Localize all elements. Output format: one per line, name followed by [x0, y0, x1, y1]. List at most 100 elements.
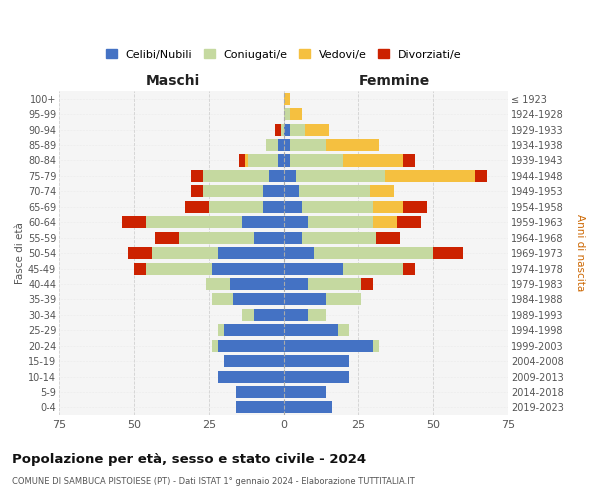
Text: COMUNE DI SAMBUCA PISTOIESE (PT) - Dati ISTAT 1° gennaio 2024 - Elaborazione TUT: COMUNE DI SAMBUCA PISTOIESE (PT) - Dati …	[12, 478, 415, 486]
Bar	[403, 201, 427, 213]
Bar	[242, 216, 284, 228]
Bar	[284, 124, 290, 136]
Bar	[242, 309, 254, 321]
Bar	[326, 294, 361, 306]
Bar	[230, 278, 284, 290]
Bar	[254, 309, 284, 321]
Bar	[218, 247, 284, 259]
Bar	[284, 355, 349, 367]
Bar	[290, 108, 302, 120]
Bar	[376, 232, 400, 243]
Bar	[263, 201, 284, 213]
Bar	[373, 216, 397, 228]
Bar	[284, 262, 343, 274]
Bar	[185, 201, 209, 213]
Bar	[218, 370, 284, 382]
Bar	[284, 309, 308, 321]
Bar	[284, 278, 308, 290]
Bar	[236, 402, 284, 413]
Bar	[134, 262, 146, 274]
Legend: Celibi/Nubili, Coniugati/e, Vedovi/e, Divorziati/e: Celibi/Nubili, Coniugati/e, Vedovi/e, Di…	[101, 44, 466, 64]
Bar	[308, 216, 373, 228]
Text: Maschi: Maschi	[146, 74, 200, 88]
Bar	[302, 232, 376, 243]
Bar	[245, 154, 248, 166]
Bar	[212, 294, 233, 306]
Bar	[236, 386, 284, 398]
Bar	[191, 170, 203, 182]
Bar	[284, 294, 326, 306]
Bar	[212, 340, 218, 351]
Bar	[373, 340, 379, 351]
Bar	[146, 262, 212, 274]
Bar	[475, 170, 487, 182]
Bar	[308, 309, 326, 321]
Bar	[284, 232, 302, 243]
Bar	[296, 170, 385, 182]
Bar	[314, 247, 433, 259]
Bar	[278, 154, 284, 166]
Bar	[337, 324, 349, 336]
Bar	[284, 139, 290, 151]
Bar	[122, 216, 146, 228]
Bar	[343, 262, 403, 274]
Bar	[403, 154, 415, 166]
Bar	[218, 324, 224, 336]
Bar	[305, 124, 329, 136]
Bar	[218, 340, 284, 351]
Bar	[266, 139, 278, 151]
Bar	[284, 201, 302, 213]
Bar	[302, 201, 373, 213]
Bar	[290, 139, 326, 151]
Bar	[146, 216, 242, 228]
Text: Femmine: Femmine	[359, 74, 430, 88]
Bar	[155, 232, 179, 243]
Bar	[206, 278, 230, 290]
Bar	[281, 124, 284, 136]
Bar	[284, 216, 308, 228]
Bar	[284, 402, 332, 413]
Text: Popolazione per età, sesso e stato civile - 2024: Popolazione per età, sesso e stato civil…	[12, 452, 366, 466]
Y-axis label: Fasce di età: Fasce di età	[15, 222, 25, 284]
Bar	[233, 294, 284, 306]
Bar	[248, 154, 278, 166]
Bar	[209, 201, 263, 213]
Bar	[343, 154, 403, 166]
Bar	[284, 247, 314, 259]
Bar	[212, 262, 284, 274]
Bar	[373, 201, 403, 213]
Bar	[254, 232, 284, 243]
Bar	[224, 324, 284, 336]
Bar	[284, 170, 296, 182]
Bar	[326, 139, 379, 151]
Bar	[397, 216, 421, 228]
Bar	[275, 124, 281, 136]
Bar	[284, 154, 290, 166]
Bar	[278, 139, 284, 151]
Y-axis label: Anni di nascita: Anni di nascita	[575, 214, 585, 292]
Bar	[433, 247, 463, 259]
Bar	[284, 340, 373, 351]
Bar	[239, 154, 245, 166]
Bar	[370, 186, 394, 198]
Bar	[284, 386, 326, 398]
Bar	[284, 186, 299, 198]
Bar	[361, 278, 373, 290]
Bar	[269, 170, 284, 182]
Bar	[299, 186, 370, 198]
Bar	[284, 324, 337, 336]
Bar	[152, 247, 218, 259]
Bar	[385, 170, 475, 182]
Bar	[403, 262, 415, 274]
Bar	[284, 370, 349, 382]
Bar	[290, 154, 343, 166]
Bar	[308, 278, 361, 290]
Bar	[128, 247, 152, 259]
Bar	[290, 124, 305, 136]
Bar	[263, 186, 284, 198]
Bar	[284, 108, 290, 120]
Bar	[203, 170, 269, 182]
Bar	[224, 355, 284, 367]
Bar	[203, 186, 263, 198]
Bar	[179, 232, 254, 243]
